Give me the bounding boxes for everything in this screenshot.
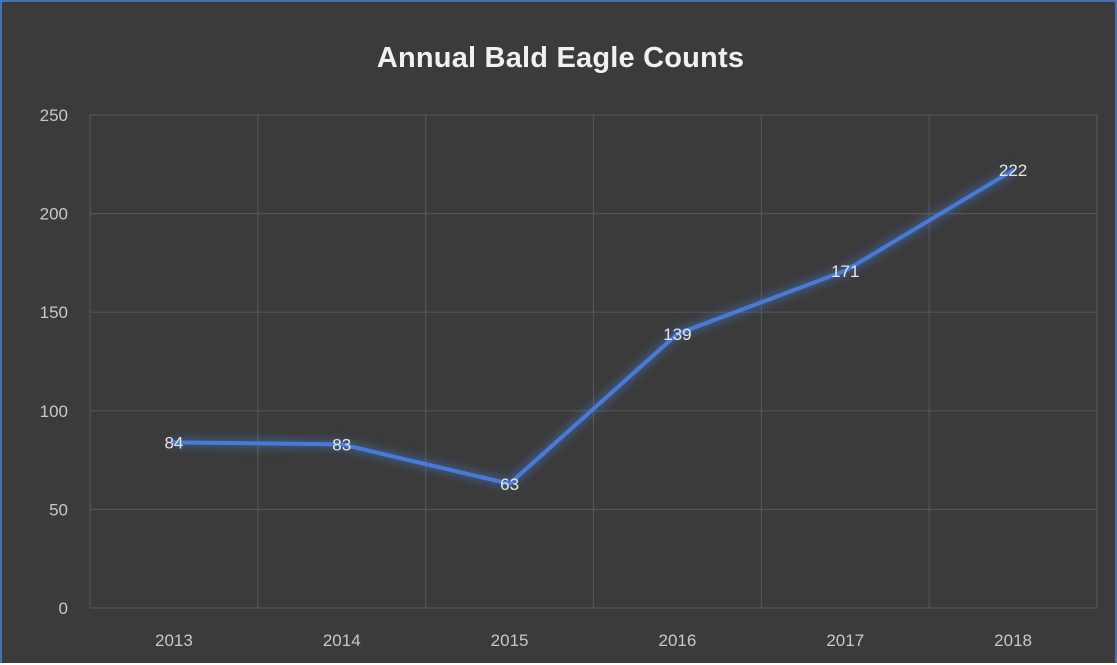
data-point [507, 481, 512, 486]
data-point [843, 268, 848, 273]
series-line-path [171, 168, 1016, 486]
gridlines [89, 114, 1098, 609]
y-tick-label: 100 [40, 402, 68, 421]
y-tick-label: 250 [40, 106, 68, 125]
x-axis-tick-labels: 2013 2014 2015 2016 2017 2018 [155, 631, 1032, 650]
data-label: 83 [332, 435, 351, 454]
x-tick-label: 2018 [994, 631, 1032, 650]
y-tick-label: 200 [40, 205, 68, 224]
x-tick-label: 2015 [491, 631, 529, 650]
y-axis-tick-labels: 0 50 100 150 200 250 [40, 106, 68, 618]
y-tick-label: 50 [49, 500, 68, 519]
data-point [675, 331, 680, 336]
data-label: 63 [500, 475, 519, 494]
data-label: 84 [164, 433, 183, 452]
x-tick-label: 2017 [826, 631, 864, 650]
data-label: 222 [999, 161, 1027, 180]
data-label: 139 [663, 325, 691, 344]
chart-title: Annual Bald Eagle Counts [376, 42, 745, 74]
x-tick-label: 2014 [323, 631, 361, 650]
data-point [339, 442, 344, 447]
x-tick-label: 2016 [659, 631, 697, 650]
y-tick-label: 150 [40, 303, 68, 322]
x-tick-label: 2013 [155, 631, 193, 650]
data-point [171, 440, 176, 445]
data-labels: 84 83 63 139 171 222 [164, 161, 1027, 494]
y-tick-label: 0 [59, 599, 68, 618]
data-label: 171 [831, 262, 859, 281]
series-line [171, 168, 1016, 486]
data-point [1011, 168, 1016, 173]
